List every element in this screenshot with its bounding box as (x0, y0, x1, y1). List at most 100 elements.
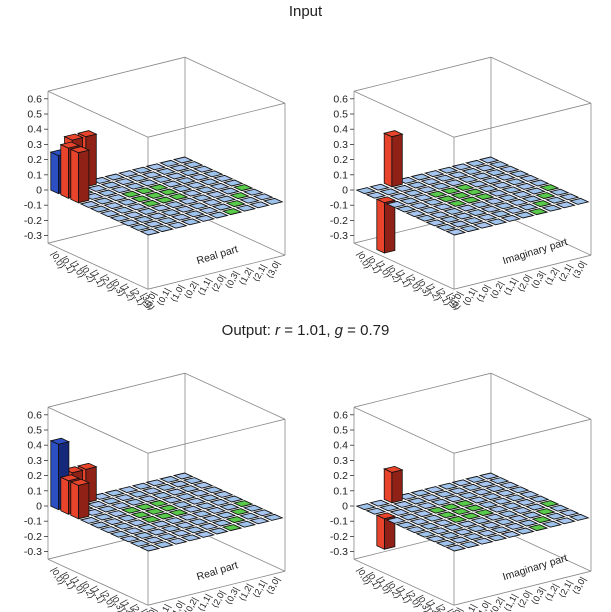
bar-small (385, 516, 407, 524)
box-edge (47, 56, 186, 92)
bar-small (452, 528, 474, 536)
bar-small (385, 200, 407, 208)
bar-small (194, 214, 216, 222)
bar-small (460, 196, 482, 204)
part-label: Real part (195, 559, 239, 583)
bar-small (460, 512, 482, 520)
bar-small (555, 201, 576, 209)
bar-small (164, 517, 186, 525)
bar-top (382, 130, 404, 138)
bar-small (229, 508, 250, 516)
box-edge (47, 372, 186, 408)
z-tick-label: 0.5 (27, 109, 42, 121)
bar-small (558, 193, 580, 201)
bar-small (435, 223, 457, 231)
bar-small (174, 521, 196, 529)
bar-small (545, 196, 566, 204)
bar-small (480, 205, 502, 213)
bar-small (130, 511, 152, 519)
bar-small (137, 495, 159, 503)
bar-small (483, 197, 505, 205)
bar-small (131, 166, 153, 174)
bar-small (113, 522, 134, 530)
bar-small (467, 496, 489, 504)
bar-small (113, 206, 134, 214)
bar-small (525, 503, 546, 511)
bar-small (137, 179, 159, 187)
bar-front (50, 440, 59, 511)
bar-top (63, 133, 84, 141)
bar-small (232, 184, 254, 192)
bar-small (500, 214, 522, 222)
bar-small (497, 510, 519, 518)
bar-small (419, 206, 440, 214)
bar-small (79, 516, 101, 524)
bar-side (383, 199, 396, 254)
bar-small (490, 526, 512, 534)
bar-small (463, 188, 485, 196)
row-label: |3,0⟩ (445, 607, 462, 612)
bar-small (501, 502, 523, 510)
bar-small (126, 203, 148, 211)
bar-small (476, 213, 498, 221)
bar-small (423, 170, 445, 178)
bar-small (538, 500, 560, 508)
bar-small (225, 516, 247, 524)
bar-small (235, 520, 257, 528)
bar-small (133, 531, 154, 539)
bar-small (159, 159, 180, 167)
bar-top (69, 478, 91, 486)
bar-small (109, 214, 131, 222)
bar-small (409, 518, 430, 526)
bar-small (225, 200, 247, 208)
bar-small (541, 204, 563, 212)
bar-small (211, 203, 233, 211)
bar-small (508, 170, 530, 178)
bar-small (171, 185, 193, 193)
bar-small (511, 506, 533, 514)
bar-small (129, 539, 151, 547)
bar-front (70, 481, 79, 520)
bar-small (450, 507, 472, 515)
bar-small (159, 475, 180, 483)
bar-front (70, 148, 79, 204)
part-label: Imaginary part (501, 236, 569, 267)
col-label: ⟨0,0| (447, 606, 464, 612)
bar-top (76, 130, 98, 138)
bar-small (154, 512, 176, 520)
bar-small (558, 509, 580, 517)
z-tick-label: 0.5 (333, 425, 348, 437)
bar-small (369, 183, 390, 191)
bar-small (167, 193, 189, 201)
box-edge (47, 406, 149, 454)
bar-small (497, 194, 519, 202)
bar-small (166, 537, 188, 545)
box-edge (353, 242, 455, 290)
bar-small (365, 191, 387, 199)
bar-small (114, 494, 136, 502)
bar-small (144, 191, 166, 199)
bar-small (429, 211, 450, 219)
bar-small (498, 165, 520, 173)
panel-input-imaginary: 0.60.50.40.30.20.10-0.1-0.2-0.3|0,0⟩|0,1… (330, 56, 592, 312)
bar-small (440, 503, 462, 511)
bar-small (478, 472, 500, 480)
bar-side (78, 149, 90, 204)
col-label: ⟨0,0| (141, 606, 158, 612)
bar-small (123, 527, 144, 535)
bar-small (192, 165, 214, 173)
bar-side (78, 482, 90, 520)
bar-small (389, 508, 410, 516)
z-tick-label: -0.2 (24, 531, 42, 543)
box-edge (147, 102, 286, 138)
bar-small (465, 475, 486, 483)
bar-small (136, 207, 158, 215)
bar-small (470, 201, 492, 209)
bar-small (197, 206, 219, 214)
bar-front (60, 143, 69, 199)
bar-small (369, 499, 390, 507)
bar-small (139, 228, 161, 236)
bar-small (189, 173, 210, 181)
bar-small (140, 515, 162, 523)
bar-small (419, 522, 440, 530)
